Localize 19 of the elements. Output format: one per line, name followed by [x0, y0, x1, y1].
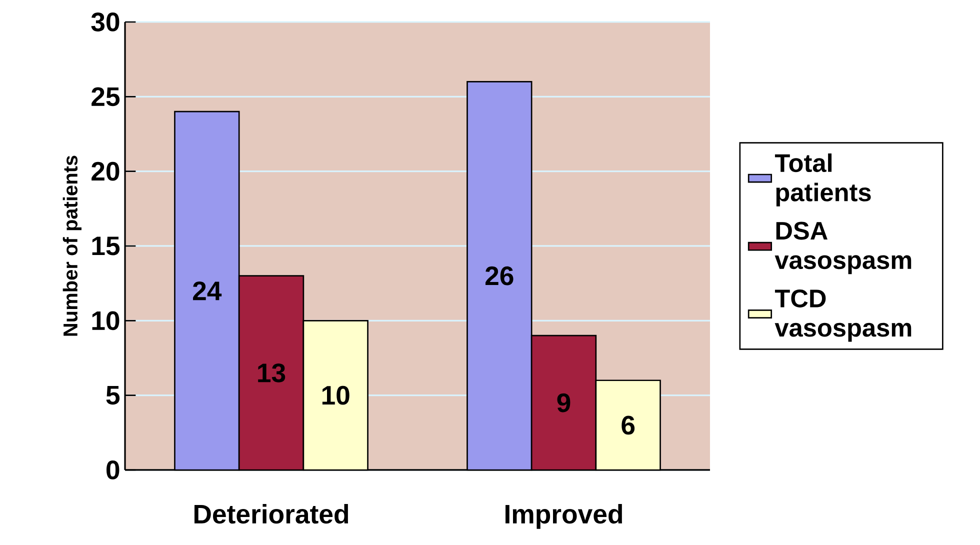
x-tick-label: Improved: [506, 504, 622, 529]
y-tick-label: 20: [92, 162, 120, 181]
y-axis-title: Number of patients: [62, 156, 82, 336]
data-label: 6: [622, 416, 635, 435]
y-tick-label: 30: [91, 12, 120, 32]
data-label: 26: [485, 266, 514, 286]
y-tick-label: 10: [92, 311, 120, 330]
y-tick-label: 15: [92, 236, 120, 256]
legend-label: TCD vasospasm: [774, 289, 912, 342]
legend-label: Total patients: [774, 153, 871, 206]
y-tick-label: 0: [106, 460, 120, 480]
x-tick-label: Deteriorated: [194, 504, 348, 524]
data-label: 10: [322, 386, 350, 405]
data-label: 13: [258, 363, 286, 382]
data-label: 9: [557, 393, 570, 412]
y-tick-label: 5: [106, 386, 120, 405]
y-tick-label: 25: [92, 87, 120, 106]
data-label: 24: [193, 281, 222, 300]
legend-label: DSA vasospasm: [774, 222, 912, 274]
